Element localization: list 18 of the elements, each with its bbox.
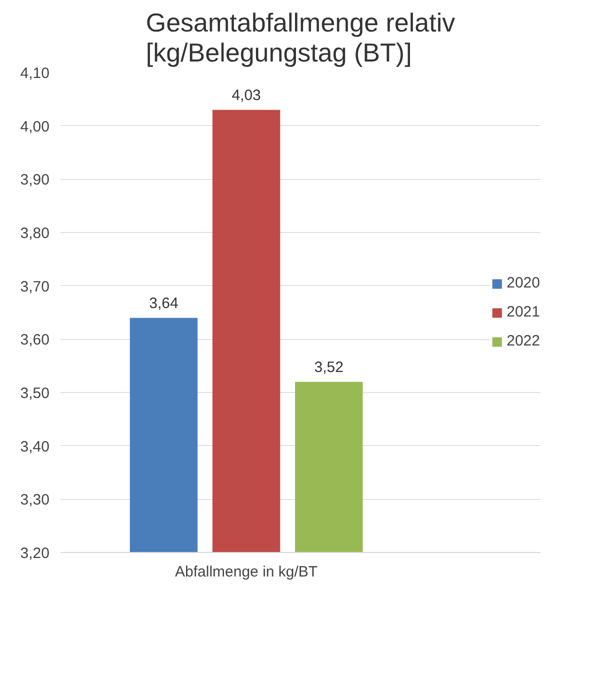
y-tick-label: 4,10 [20,65,50,82]
legend-label: 2021 [506,304,540,320]
data-label: 3,52 [314,358,344,376]
y-tick-label: 3,30 [20,492,50,509]
y-tick-label: 4,00 [20,118,50,136]
y-tick-label: 3,20 [20,545,50,562]
y-tick-label: 3,50 [20,385,50,402]
data-label: 4,03 [232,86,261,104]
y-tick-label: 3,80 [20,225,50,242]
y-tick-label: 3,70 [20,278,50,296]
y-tick-label: 3,40 [20,438,50,456]
chart-title: Gesamtabfallmenge relativ [kg/Belegungstag (BT)] [146,8,456,68]
y-tick-label: 3,60 [20,332,50,349]
y-tick-label: 3,90 [20,172,50,189]
legend-label: 2020 [506,274,540,292]
legend-label: 2022 [506,332,540,350]
data-label: 3,64 [149,294,178,312]
x-tick-label: Abfallmenge in kg/BT [175,564,318,580]
